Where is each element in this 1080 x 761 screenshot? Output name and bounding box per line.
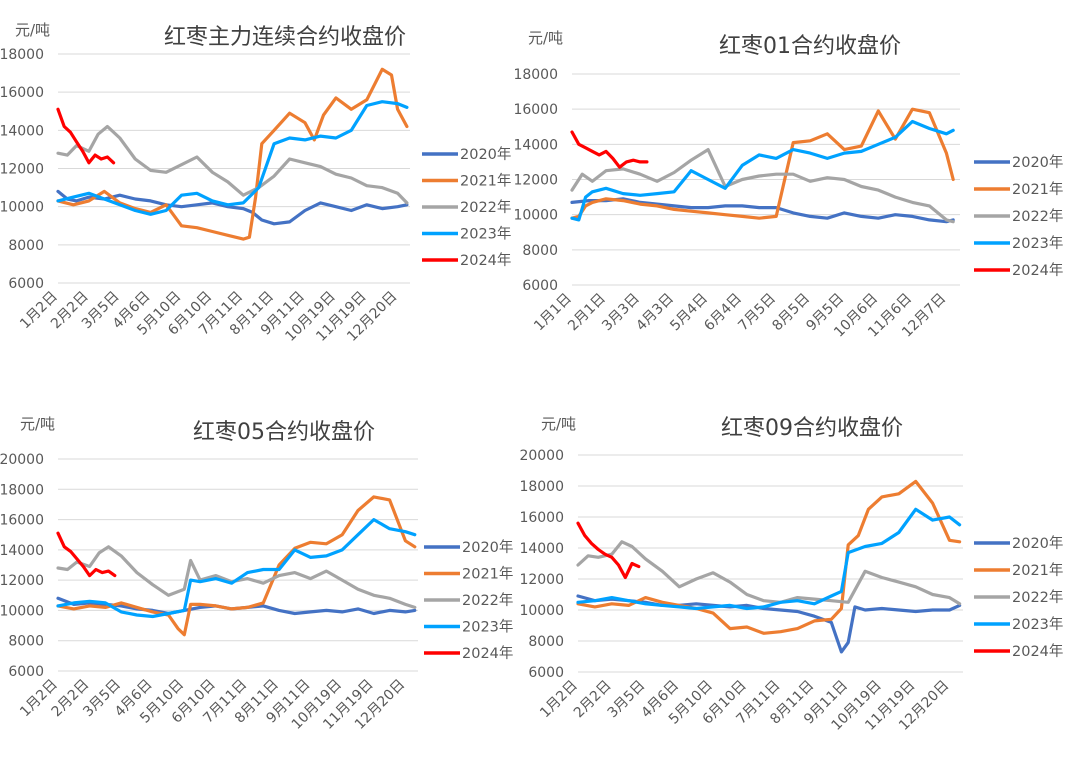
y-tick-label: 12000 (0, 573, 44, 589)
series-line-2024 (56, 107, 116, 165)
y-tick-label: 14000 (519, 541, 564, 557)
series-line-2024 (56, 531, 117, 578)
series-line-2023 (576, 507, 962, 611)
legend-label: 2022年 (460, 199, 511, 216)
legend-label: 2020年 (1012, 154, 1063, 171)
series-line-2022 (56, 124, 409, 205)
y-tick-label: 8000 (8, 634, 44, 650)
y-tick-label: 10000 (0, 603, 44, 619)
chart-title: 红枣01合约收盘价 (719, 34, 901, 59)
y-tick-label: 16000 (0, 513, 44, 529)
x-tick-label: 4月3日 (633, 291, 677, 335)
chart-title: 红枣主力连续合约收盘价 (164, 25, 406, 50)
x-tick-label: 8月5日 (769, 291, 813, 335)
series-line-2022 (56, 545, 417, 610)
chart-panel-1: 红枣01合约收盘价 元/吨 6000 8000 10000 12000 14000 16000… (513, 29, 1063, 341)
y-tick-label: 20000 (0, 452, 44, 468)
y-tick-label: 18000 (513, 67, 558, 83)
y-tick-label: 12000 (0, 162, 44, 178)
y-tick-label: 10000 (519, 603, 564, 619)
series-line-2022 (576, 540, 962, 606)
y-tick-label: 8000 (522, 243, 558, 259)
y-tick-label: 14000 (0, 123, 44, 139)
legend-label: 2023年 (1012, 235, 1063, 252)
legend-label: 2024年 (462, 645, 513, 662)
y-axis-unit: 元/吨 (20, 415, 55, 433)
series-line-2021 (56, 67, 409, 241)
legend-label: 2021年 (462, 566, 513, 583)
legend-label: 2024年 (1012, 643, 1063, 660)
legend-label: 2024年 (1012, 262, 1063, 279)
y-tick-label: 14000 (0, 543, 44, 559)
y-tick-label: 8000 (8, 238, 44, 254)
series-line-2024 (570, 130, 649, 169)
legend-label: 2021年 (460, 173, 511, 190)
chart-panel-3: 红枣09合约收盘价 元/吨 6000 8000 10000 12000 14000 16000… (519, 415, 1063, 734)
chart-title: 红枣05合约收盘价 (193, 420, 375, 445)
y-tick-label: 8000 (528, 634, 564, 650)
y-axis-unit: 元/吨 (528, 29, 563, 47)
series-line-2023 (56, 100, 409, 216)
series-line-2023 (56, 517, 417, 619)
y-tick-label: 12000 (513, 173, 558, 189)
series-line-2021 (576, 479, 962, 635)
y-tick-label: 18000 (519, 479, 564, 495)
y-tick-label: 10000 (513, 208, 558, 224)
chart-title: 红枣09合约收盘价 (721, 416, 903, 441)
y-tick-label: 6000 (8, 664, 44, 680)
series-line-2022 (570, 148, 955, 224)
legend-label: 2022年 (462, 592, 513, 609)
series-line-2021 (56, 495, 417, 637)
chart-panel-0: 红枣主力连续合约收盘价 元/吨 6000 8000 10000 12000 14000 160… (0, 21, 511, 345)
y-tick-label: 10000 (0, 200, 44, 216)
x-tick-label: 6月4日 (701, 291, 745, 335)
y-tick-label: 18000 (0, 47, 44, 63)
legend-label: 2021年 (1012, 181, 1063, 198)
y-tick-label: 6000 (522, 278, 558, 294)
y-tick-label: 18000 (0, 482, 44, 498)
series-line-2024 (576, 521, 641, 580)
y-tick-label: 16000 (0, 85, 44, 101)
x-tick-label: 5月4日 (667, 291, 711, 335)
series-line-2023 (570, 119, 955, 222)
chart-panel-2: 红枣05合约收盘价 元/吨 6000 8000 10000 12000 14000 16000… (0, 415, 513, 733)
legend-label: 2023年 (462, 619, 513, 636)
legend-label: 2020年 (1012, 535, 1063, 552)
y-axis-unit: 元/吨 (15, 21, 50, 39)
y-tick-label: 14000 (513, 137, 558, 153)
y-tick-label: 6000 (528, 665, 564, 681)
y-tick-label: 20000 (519, 448, 564, 464)
y-tick-label: 16000 (519, 510, 564, 526)
legend-label: 2023年 (1012, 616, 1063, 633)
series-line-2020 (570, 197, 955, 224)
x-tick-label: 1月1日 (531, 291, 575, 335)
legend-label: 2020年 (460, 146, 511, 163)
x-tick-label: 7月5日 (735, 291, 779, 335)
legend-label: 2021年 (1012, 562, 1063, 579)
y-tick-label: 6000 (8, 276, 44, 292)
x-tick-label: 3月3日 (599, 291, 643, 335)
y-tick-label: 12000 (519, 572, 564, 588)
legend-label: 2022年 (1012, 208, 1063, 225)
legend-label: 2020年 (462, 539, 513, 556)
legend-label: 2022年 (1012, 589, 1063, 606)
x-tick-label: 2月1日 (565, 291, 609, 335)
legend-label: 2023年 (460, 226, 511, 243)
y-axis-unit: 元/吨 (541, 415, 576, 433)
legend-label: 2024年 (460, 252, 511, 269)
y-tick-label: 16000 (513, 102, 558, 118)
series-line-2021 (570, 107, 955, 220)
